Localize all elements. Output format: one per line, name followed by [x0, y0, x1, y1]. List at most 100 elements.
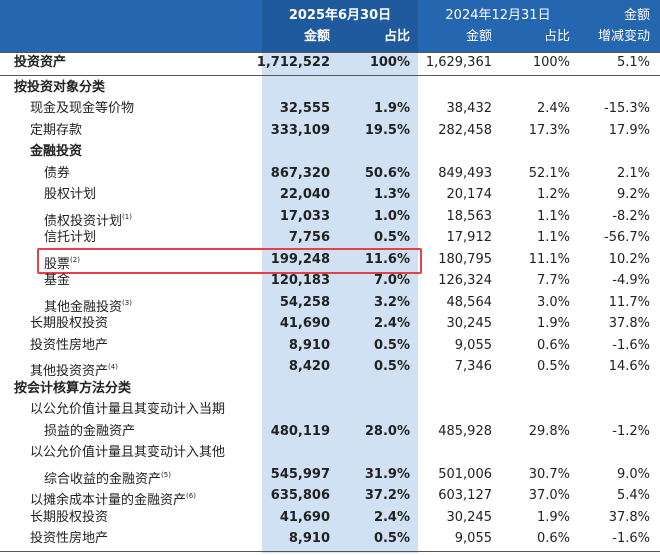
cell-value: 11.1%	[528, 251, 570, 267]
cell-value: 100%	[369, 55, 410, 70]
cell-value: 22,040	[279, 187, 330, 203]
cell-value: 2.4%	[536, 101, 570, 117]
cell-value: 0.5%	[373, 359, 410, 375]
cell-value: 18,563	[446, 208, 493, 224]
row-label: 股票(2)	[44, 252, 80, 273]
footnote-mark: (3)	[122, 298, 132, 307]
cell-value: 5.1%	[616, 55, 650, 70]
cell-value: 17.9%	[608, 122, 650, 138]
cell-value: 180,795	[438, 251, 492, 267]
rule-line	[0, 551, 660, 552]
cell-value: 2.4%	[373, 316, 410, 332]
label-text: 债权投资计划	[44, 213, 123, 229]
cell-value: 126,324	[438, 273, 492, 289]
label-text: 以摊余成本计量的金融资产	[30, 493, 187, 509]
cell-value: 480,119	[270, 423, 330, 439]
row-label: 损益的金融资产	[44, 423, 136, 439]
cell-value: -15.3%	[604, 101, 650, 117]
cell-value: 0.5%	[373, 230, 410, 246]
cell-value: 8,420	[288, 359, 330, 375]
cell-value: 282,458	[438, 122, 492, 138]
cell-value: 1.3%	[373, 187, 410, 203]
row-label: 信托计划	[44, 230, 96, 246]
cell-value: 9.0%	[616, 466, 650, 482]
cell-value: 37.8%	[608, 509, 650, 525]
cell-value: 545,997	[270, 466, 330, 482]
header-col: 金额	[465, 29, 492, 44]
cell-value: 32,555	[279, 101, 330, 117]
cell-value: 333,109	[270, 122, 330, 138]
cell-value: 635,806	[270, 488, 330, 504]
row-label: 以公允价值计量且其变动计入其他	[30, 445, 226, 461]
cell-value: 11.6%	[364, 251, 410, 267]
row-label: 按会计核算方法分类	[14, 381, 131, 397]
header-col: 增减变动	[597, 29, 650, 44]
cell-value: 30.7%	[528, 466, 570, 482]
row-label: 按投资对象分类	[14, 80, 105, 96]
row-label: 金融投资	[30, 144, 82, 160]
rule-line	[0, 75, 660, 76]
cell-value: 0.6%	[536, 531, 570, 547]
label-text: 按会计核算方法分类	[14, 380, 132, 396]
label-text: 其他投资资产	[30, 364, 109, 380]
label-text: 投资资产	[14, 55, 67, 70]
cell-value: 10.2%	[608, 251, 650, 267]
cell-value: 9,055	[454, 337, 492, 353]
cell-value: -1.2%	[612, 423, 650, 439]
footnote-mark: (6)	[186, 492, 196, 501]
header-col: 金额	[303, 29, 330, 44]
cell-value: 31.9%	[364, 466, 410, 482]
label-text: 基金	[44, 273, 71, 289]
cell-value: 17.3%	[528, 122, 570, 138]
cell-value: -56.7%	[604, 230, 650, 246]
row-label: 债权投资计划(1)	[44, 209, 132, 230]
cell-value: 485,928	[438, 423, 492, 439]
cell-value: 38,432	[446, 101, 493, 117]
cell-value: 0.5%	[536, 359, 570, 375]
cell-value: 501,006	[438, 466, 492, 482]
footnote-mark: (1)	[122, 212, 132, 221]
row-label: 投资性房地产	[30, 531, 108, 547]
header-band	[262, 0, 418, 52]
cell-value: 1.9%	[536, 509, 570, 525]
cell-value: 0.5%	[373, 337, 410, 353]
row-label: 债券	[44, 166, 70, 182]
row-label: 长期股权投资	[30, 316, 108, 332]
cell-value: 1.9%	[373, 101, 410, 117]
cell-value: 37.0%	[528, 488, 570, 504]
cell-value: -1.6%	[612, 337, 650, 353]
cell-value: 30,245	[446, 316, 493, 332]
cell-value: 48,564	[446, 294, 493, 310]
label-text: 投资性房地产	[30, 531, 109, 547]
cell-value: 41,690	[279, 316, 330, 332]
cell-value: 9,055	[454, 531, 492, 547]
column-band	[262, 52, 418, 553]
cell-value: 849,493	[438, 165, 492, 181]
cell-value: 2.4%	[373, 509, 410, 525]
cell-value: 28.0%	[364, 423, 410, 439]
cell-value: 30,245	[446, 509, 493, 525]
row-label: 其他金融投资(3)	[44, 295, 132, 316]
cell-value: 19.5%	[364, 122, 410, 138]
cell-value: 7,756	[288, 230, 330, 246]
cell-value: -1.6%	[612, 531, 650, 547]
cell-value: 1,629,361	[425, 55, 492, 70]
cell-value: 100%	[532, 55, 570, 70]
cell-value: 3.0%	[536, 294, 570, 310]
cell-value: 1.1%	[536, 230, 570, 246]
footnote-mark: (2)	[70, 255, 80, 264]
cell-value: 7,346	[454, 359, 492, 375]
cell-value: 17,912	[446, 230, 493, 246]
row-label: 以摊余成本计量的金融资产(6)	[30, 488, 196, 509]
label-text: 现金及现金等价物	[30, 101, 135, 117]
row-label: 定期存款	[30, 123, 82, 139]
cell-value: 2.1%	[616, 165, 650, 181]
header-col: 金额	[623, 8, 650, 23]
header-col: 占比	[543, 29, 570, 44]
row-label: 投资资产	[14, 55, 66, 71]
cell-value: 867,320	[270, 165, 330, 181]
label-text: 其他金融投资	[44, 299, 123, 315]
cell-value: 199,248	[270, 251, 330, 267]
cell-value: 37.2%	[364, 488, 410, 504]
